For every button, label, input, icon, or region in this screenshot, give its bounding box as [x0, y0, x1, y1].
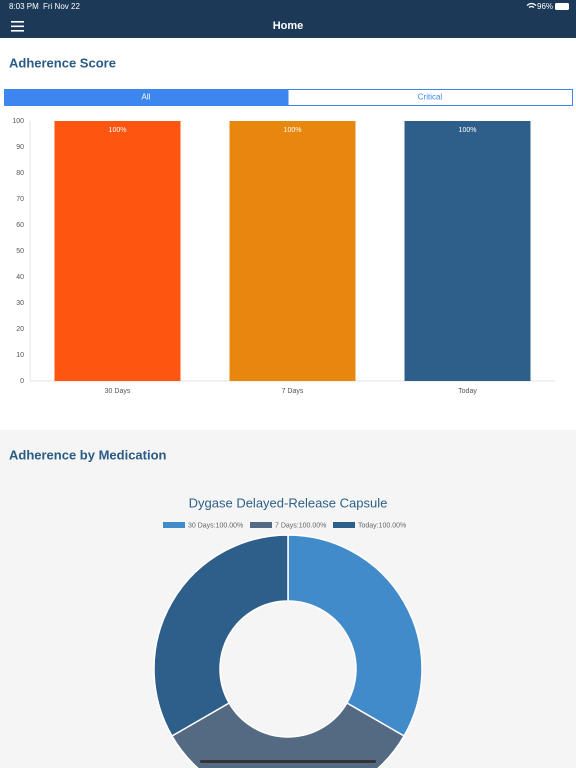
y-tick-label: 10 [16, 352, 24, 359]
y-tick-label: 100 [12, 118, 24, 125]
menu-button[interactable] [11, 21, 24, 32]
nav-bar [0, 0, 576, 38]
legend-swatch [250, 522, 272, 528]
donut-slice [153, 534, 289, 738]
status-date: Fri Nov 22 [43, 2, 80, 11]
legend-label: 30 Days:100.00% [188, 522, 243, 529]
bar [404, 121, 531, 381]
section-heading: Adherence Score [9, 55, 116, 70]
donut-slice [170, 701, 406, 768]
y-tick-label: 90 [16, 144, 24, 151]
y-tick-label: 70 [16, 196, 24, 203]
value-label: 100% [459, 127, 477, 134]
donut-slice [287, 534, 423, 738]
y-tick-label: 50 [16, 248, 24, 255]
wifi-icon [526, 2, 537, 8]
x-tick-label: 30 Days [105, 388, 131, 395]
y-tick-label: 60 [16, 222, 24, 229]
nav-title: Home [273, 20, 304, 32]
y-tick-label: 80 [16, 170, 24, 177]
legend-swatch [333, 522, 355, 528]
y-tick-label: 0 [20, 378, 24, 385]
x-tick-label: 7 Days [282, 388, 304, 395]
value-label: 100% [284, 127, 302, 134]
y-tick-label: 30 [16, 300, 24, 307]
y-tick-label: 40 [16, 274, 24, 281]
bar [229, 121, 356, 381]
y-tick-label: 20 [16, 326, 24, 333]
battery-icon [555, 3, 569, 10]
menu-line [11, 30, 24, 32]
tab-active[interactable] [4, 89, 288, 106]
section-heading: Adherence by Medication [9, 447, 167, 462]
chart-title: Dygase Delayed-Release Capsule [189, 495, 388, 510]
x-tick-label: Today [458, 388, 477, 395]
tab-label: Critical [418, 93, 443, 102]
legend-label: Today:100.00% [358, 522, 406, 529]
value-label: 100% [109, 127, 127, 134]
tab[interactable] [287, 89, 573, 106]
status-time: 8:03 PM [9, 2, 39, 11]
home-indicator [200, 760, 376, 763]
tab-label: All [142, 93, 151, 102]
legend-label: 7 Days:100.00% [275, 522, 326, 529]
bar [54, 121, 181, 381]
legend-swatch [163, 522, 185, 528]
menu-line [11, 25, 24, 28]
status-battery: 96% [537, 2, 553, 11]
menu-line [11, 21, 24, 23]
